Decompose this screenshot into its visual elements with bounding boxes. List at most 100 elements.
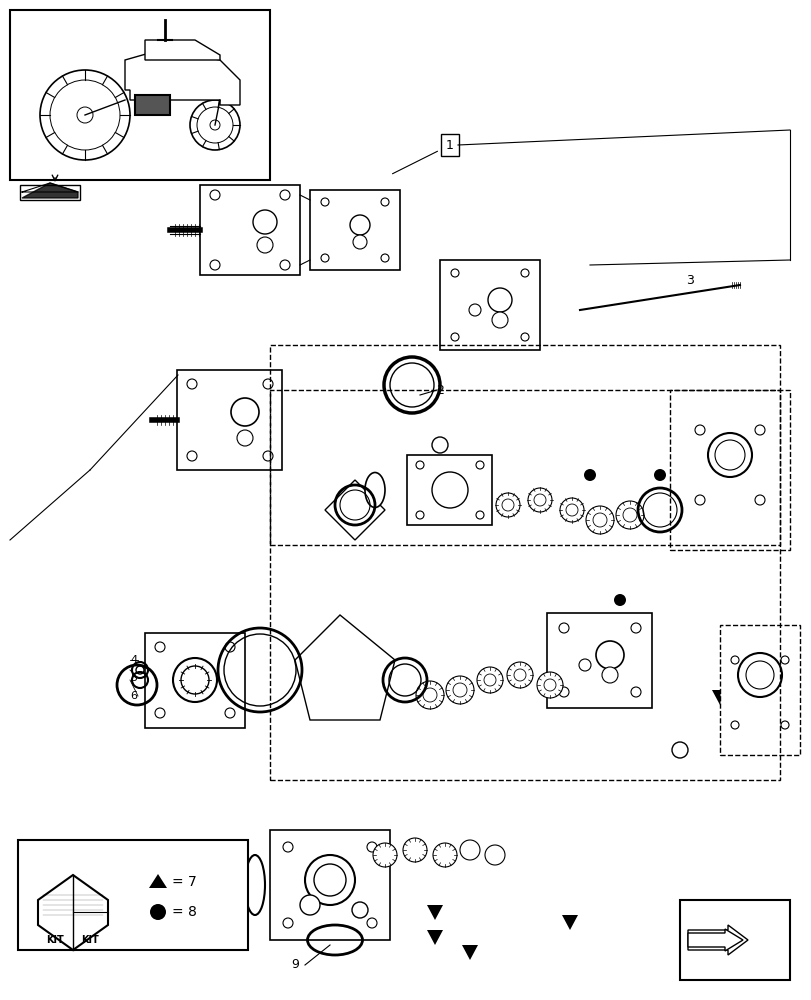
Circle shape <box>543 679 556 691</box>
Circle shape <box>280 190 290 200</box>
Circle shape <box>257 237 272 253</box>
Circle shape <box>601 667 617 683</box>
Circle shape <box>367 842 376 852</box>
Circle shape <box>476 667 502 693</box>
Circle shape <box>714 440 744 470</box>
Circle shape <box>745 661 773 689</box>
Circle shape <box>155 708 165 718</box>
Circle shape <box>622 508 636 522</box>
Bar <box>669 390 789 550</box>
Polygon shape <box>427 905 443 920</box>
Circle shape <box>491 312 508 328</box>
Bar <box>18 840 247 950</box>
Circle shape <box>653 469 665 481</box>
Bar <box>547 612 652 708</box>
Circle shape <box>380 198 388 206</box>
Circle shape <box>450 333 458 341</box>
Bar <box>135 95 169 115</box>
Circle shape <box>694 495 704 505</box>
Circle shape <box>450 269 458 277</box>
FancyArrow shape <box>691 930 751 958</box>
Circle shape <box>380 254 388 262</box>
Circle shape <box>415 461 423 469</box>
Text: 3: 3 <box>685 273 693 286</box>
Circle shape <box>187 451 197 461</box>
Circle shape <box>630 687 640 697</box>
Circle shape <box>780 656 788 664</box>
Circle shape <box>453 683 466 697</box>
Circle shape <box>578 659 590 671</box>
Circle shape <box>588 654 600 666</box>
Ellipse shape <box>365 473 384 508</box>
Circle shape <box>558 623 569 633</box>
FancyArrow shape <box>687 929 742 951</box>
FancyBboxPatch shape <box>440 134 458 156</box>
Circle shape <box>187 379 197 389</box>
Text: 5: 5 <box>130 673 137 683</box>
Circle shape <box>445 676 474 704</box>
Circle shape <box>423 688 436 702</box>
Bar <box>679 900 789 980</box>
Circle shape <box>484 845 504 865</box>
Polygon shape <box>741 695 757 710</box>
Polygon shape <box>38 875 108 950</box>
Circle shape <box>155 642 165 652</box>
Circle shape <box>173 658 217 702</box>
Circle shape <box>672 742 687 758</box>
FancyArrow shape <box>687 925 747 955</box>
Circle shape <box>432 843 457 867</box>
Circle shape <box>737 653 781 697</box>
Circle shape <box>565 504 577 516</box>
Bar <box>20 185 80 200</box>
Circle shape <box>534 494 545 506</box>
Circle shape <box>730 656 738 664</box>
Text: = 8: = 8 <box>172 905 196 919</box>
Circle shape <box>754 495 764 505</box>
Circle shape <box>210 260 220 270</box>
Circle shape <box>320 198 328 206</box>
Circle shape <box>181 666 208 694</box>
Polygon shape <box>145 40 220 60</box>
Polygon shape <box>22 183 78 198</box>
Circle shape <box>150 904 165 920</box>
Text: 9: 9 <box>290 958 298 971</box>
Circle shape <box>487 288 512 312</box>
Text: 1: 1 <box>445 139 453 152</box>
Circle shape <box>263 379 272 389</box>
Circle shape <box>521 269 528 277</box>
Polygon shape <box>461 945 478 960</box>
Bar <box>145 632 245 727</box>
Circle shape <box>415 681 444 709</box>
Text: 2: 2 <box>436 383 444 396</box>
Circle shape <box>513 669 526 681</box>
Bar <box>270 830 389 940</box>
Bar <box>10 10 270 180</box>
Circle shape <box>592 513 607 527</box>
Bar <box>310 190 400 270</box>
Text: = 7: = 7 <box>172 875 196 889</box>
Bar <box>270 345 779 545</box>
Circle shape <box>496 493 519 517</box>
Polygon shape <box>711 690 727 705</box>
Circle shape <box>372 843 397 867</box>
Circle shape <box>583 469 595 481</box>
Circle shape <box>263 451 272 461</box>
Polygon shape <box>561 915 577 930</box>
Circle shape <box>237 430 253 446</box>
Circle shape <box>299 895 320 915</box>
Circle shape <box>586 506 613 534</box>
Polygon shape <box>324 480 384 540</box>
Polygon shape <box>148 874 167 888</box>
Circle shape <box>225 708 234 718</box>
Circle shape <box>283 918 293 928</box>
Bar <box>440 260 539 350</box>
Bar <box>200 185 299 275</box>
Bar <box>407 455 492 525</box>
Circle shape <box>431 437 448 453</box>
Circle shape <box>483 674 496 686</box>
Bar <box>178 370 282 470</box>
Circle shape <box>613 594 625 606</box>
Circle shape <box>431 472 467 508</box>
Circle shape <box>694 425 704 435</box>
Text: KIT: KIT <box>81 935 99 945</box>
